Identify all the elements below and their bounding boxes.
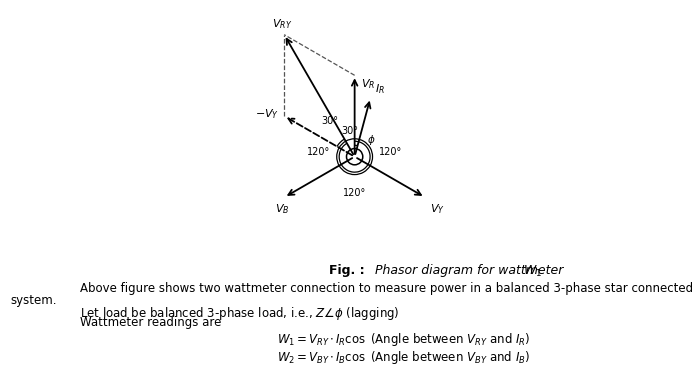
Text: $-V_Y$: $-V_Y$ <box>255 107 279 121</box>
Text: $W_2 = V_{BY}\,{\cdot}\,I_B\cos$ (Angle between $V_{BY}$ and $I_B$): $W_2 = V_{BY}\,{\cdot}\,I_B\cos$ (Angle … <box>277 349 530 365</box>
Text: 120°: 120° <box>379 147 403 157</box>
Text: $W_1 = V_{RY}\,{\cdot}\,I_R\cos$ (Angle between $V_{RY}$ and $I_R$): $W_1 = V_{RY}\,{\cdot}\,I_R\cos$ (Angle … <box>277 331 531 348</box>
Text: 30°: 30° <box>321 116 338 126</box>
Text: Let load be balanced 3-phase load, i.e., $Z\angle\phi$ (lagging): Let load be balanced 3-phase load, i.e.,… <box>80 305 399 322</box>
Text: ϕ: ϕ <box>368 135 374 145</box>
Text: $V_Y$: $V_Y$ <box>430 202 445 216</box>
Text: $V_R$: $V_R$ <box>361 77 376 91</box>
Text: system.: system. <box>10 294 57 307</box>
Text: $I_R$: $I_R$ <box>376 82 385 96</box>
Text: Wattmeter readings are: Wattmeter readings are <box>80 316 221 329</box>
Text: $W_1$: $W_1$ <box>523 264 543 279</box>
Text: Phasor diagram for wattmeter: Phasor diagram for wattmeter <box>371 264 567 277</box>
Text: $V_B$: $V_B$ <box>274 202 289 216</box>
Text: 30°: 30° <box>341 126 358 136</box>
Text: Fig. :: Fig. : <box>328 264 365 277</box>
Text: 120°: 120° <box>343 188 367 197</box>
Text: Above figure shows two wattmeter connection to measure power in a balanced 3-pha: Above figure shows two wattmeter connect… <box>80 282 693 295</box>
Text: 120°: 120° <box>307 147 331 157</box>
Text: $V_{RY}$: $V_{RY}$ <box>272 17 292 31</box>
